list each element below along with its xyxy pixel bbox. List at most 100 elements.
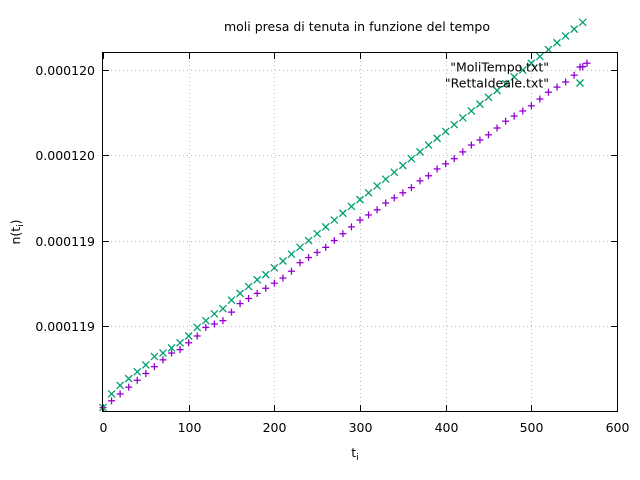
data-point [347,223,355,231]
x-tick-label: 400 [435,420,459,435]
data-point [167,343,176,352]
legend: "MoliTempo.txt""RettaIdeale.txt" [445,60,584,91]
data-point [261,270,270,279]
data-point [201,316,210,325]
data-point [142,369,150,377]
data-point [236,300,244,308]
data-point [562,78,570,86]
y-tick-label: 0.000119 [35,234,95,249]
data-point [561,31,570,40]
data-point [322,243,330,251]
plot-frame [102,52,618,412]
y-axis-label-main: n(t [8,227,23,245]
data-point [244,282,253,291]
data-point [544,45,553,54]
data-point [124,374,133,383]
data-point [141,361,150,369]
y-tick-label: 0.000120 [35,63,95,78]
data-point [133,367,142,376]
data-point [262,284,270,292]
data-point [287,250,296,259]
data-point [450,120,459,129]
data-point [193,332,201,340]
data-point [425,172,433,180]
data-point [553,38,561,47]
data-point [433,165,441,173]
chart-title: moli presa di tenuta in funzione del tem… [224,19,490,34]
data-point [433,134,442,143]
data-point [270,263,279,272]
y-axis-ticks: 0.000119 0.000119 0.000120 0.000120 [35,63,617,334]
data-point [107,389,116,398]
data-point [356,195,364,204]
x-axis-label: ti [351,445,358,463]
data-point [193,323,202,332]
data-point [210,320,218,328]
legend-marker [576,79,584,87]
series-1 [99,59,591,412]
data-point [330,216,339,225]
data-point [278,257,287,265]
data-point [159,349,167,357]
data-point [476,136,484,144]
data-point [510,72,519,81]
data-point [450,155,458,163]
data-point [218,304,227,313]
data-point [518,66,527,75]
data-point [287,267,295,275]
data-point [184,332,193,340]
data-point [236,289,245,298]
data-point [475,100,484,109]
data-point [116,390,124,398]
data-point [373,182,382,190]
data-point [159,356,167,364]
data-point [347,202,356,211]
data-point [168,349,176,357]
data-point [108,397,116,405]
data-point [253,289,261,297]
data-point [535,52,544,61]
data-point [228,308,235,316]
data-point [381,175,390,184]
y-tick-label: 0.000119 [35,319,95,334]
data-point [527,102,535,110]
data-point [416,147,424,156]
data-point [330,237,338,245]
data-point [296,243,304,252]
data-point [313,229,322,238]
x-tick-label: 200 [263,420,287,435]
data-point [176,346,184,354]
data-point [304,236,313,245]
data-point [373,206,381,214]
data-point [578,18,587,27]
data-point [502,117,510,125]
data-point [382,199,390,207]
data-point [390,194,398,202]
y-tick-label: 0.000120 [35,148,95,163]
data-point [493,124,501,132]
data-point [125,383,133,391]
x-axis-ticks: 0 100 200 300 400 500 600 [100,53,629,435]
series-2 [99,18,587,412]
data-point [150,363,158,371]
y-axis-label-close: ) [8,219,23,224]
data-point [570,71,578,79]
data-point [553,83,561,91]
data-point [510,112,518,120]
x-axis-label-sub: i [356,453,359,463]
x-tick-label: 100 [178,420,202,435]
series-layer [99,18,591,412]
data-point [467,141,475,149]
data-point [544,88,552,96]
data-point [442,160,450,168]
data-point [305,254,313,262]
data-point [219,317,227,325]
x-tick-label: 300 [349,420,373,435]
legend-label: "RettaIdeale.txt" [445,76,549,91]
data-point [279,274,287,282]
data-point [458,113,467,122]
data-point [321,222,330,231]
data-point [484,93,493,102]
data-point [338,209,347,218]
data-point [313,248,321,256]
